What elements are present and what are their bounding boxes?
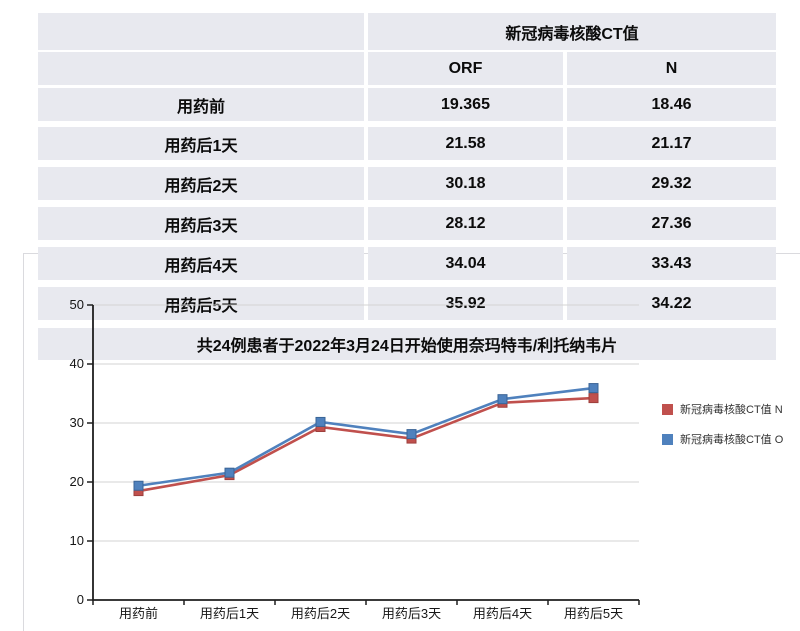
- table-row: 用药后4天 34.04 33.43: [38, 247, 776, 280]
- row-label-cell: 用药后2天: [38, 167, 364, 200]
- table-row: 用药后5天 35.92 34.22: [38, 287, 776, 320]
- legend-item-orf: 新冠病毒核酸CT值 O: [662, 431, 783, 447]
- legend-label-orf: 新冠病毒核酸CT值 O: [680, 434, 784, 446]
- orf-value-cell: 19.365: [368, 88, 563, 121]
- orf-value-cell: 30.18: [368, 167, 563, 200]
- table-row: 用药后2天 30.18 29.32: [38, 167, 776, 200]
- table-row: 用药后1天 21.58 21.17: [38, 127, 776, 160]
- legend-label-n: 新冠病毒核酸CT值 N: [680, 404, 783, 416]
- legend-item-n: 新冠病毒核酸CT值 N: [662, 401, 783, 417]
- table-row: 用药后3天 28.12 27.36: [38, 207, 776, 240]
- chart-title-cell: 共24例患者于2022年3月24日开始使用奈玛特韦/利托纳韦片: [38, 328, 776, 360]
- corner-cell: [38, 13, 364, 50]
- orf-value-cell: 28.12: [368, 207, 563, 240]
- row-label-cell: 用药后5天: [38, 287, 364, 320]
- n-value-cell: 18.46: [567, 88, 776, 121]
- table-row: 新冠病毒核酸CT值: [38, 13, 776, 50]
- row-label-cell: 用药前: [38, 88, 364, 121]
- table-row: 用药前 19.365 18.46: [38, 88, 776, 121]
- legend-swatch-orf-icon: [662, 433, 673, 445]
- n-value-cell: 29.32: [567, 167, 776, 200]
- orf-value-cell: 35.92: [368, 287, 563, 320]
- orf-value-cell: 21.58: [368, 127, 563, 160]
- row-label-cell: 用药后1天: [38, 127, 364, 160]
- table-title-cell: 新冠病毒核酸CT值: [368, 13, 776, 50]
- orf-value-cell: 34.04: [368, 247, 563, 280]
- chart-legend: 新冠病毒核酸CT值 N 新冠病毒核酸CT值 O: [662, 401, 783, 461]
- row-label-cell: 用药后4天: [38, 247, 364, 280]
- n-value-cell: 21.17: [567, 127, 776, 160]
- n-value-cell: 34.22: [567, 287, 776, 320]
- column-header-orf: ORF: [368, 52, 563, 85]
- column-header-n: N: [567, 52, 776, 85]
- n-value-cell: 33.43: [567, 247, 776, 280]
- legend-swatch-n-icon: [662, 403, 673, 415]
- n-value-cell: 27.36: [567, 207, 776, 240]
- corner-cell: [38, 52, 364, 85]
- table-row: ORF N: [38, 52, 776, 85]
- row-label-cell: 用药后3天: [38, 207, 364, 240]
- table-row: 共24例患者于2022年3月24日开始使用奈玛特韦/利托纳韦片: [38, 328, 776, 360]
